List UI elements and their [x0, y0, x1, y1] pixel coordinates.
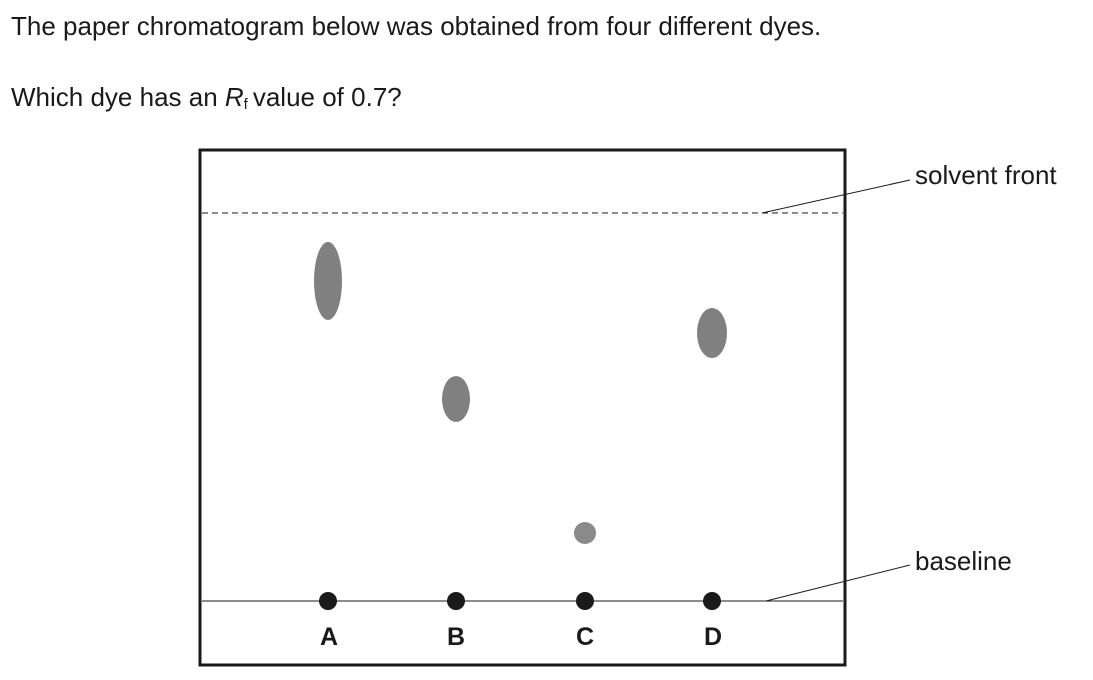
- lane-label-a: A: [320, 623, 338, 651]
- solvent-front-label: solvent front: [915, 160, 1057, 190]
- dye-c-spot: [574, 522, 596, 544]
- dye-c-origin: [576, 592, 594, 610]
- question-prompt: Which dye has an Rf value of 0.7?: [11, 82, 402, 120]
- lane-label-b: B: [447, 623, 465, 651]
- lane-label-d: D: [704, 623, 722, 651]
- question-prompt-end: value of 0.7?: [252, 82, 402, 112]
- baseline-label: baseline: [915, 546, 1012, 576]
- solvent-front-leader: [761, 179, 911, 214]
- baseline-leader: [765, 564, 911, 602]
- lane-label-c: C: [576, 623, 594, 651]
- rf-symbol: R: [224, 82, 244, 112]
- question-intro: The paper chromatogram below was obtaine…: [11, 11, 822, 41]
- chromatogram-paper: [198, 148, 847, 667]
- dye-b-origin: [447, 592, 465, 610]
- dye-a-origin: [319, 592, 337, 610]
- dye-d-origin: [703, 592, 721, 610]
- question-prompt-start: Which dye has an: [11, 82, 225, 112]
- dye-b-spot: [442, 376, 470, 422]
- rf-subscript: f: [243, 96, 248, 113]
- dye-d-spot: [697, 308, 727, 358]
- dye-a-spot: [314, 242, 342, 320]
